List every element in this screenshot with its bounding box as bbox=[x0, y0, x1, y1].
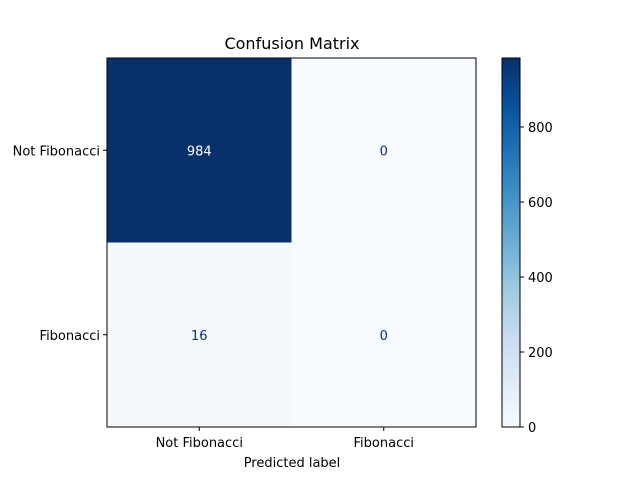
y-axis-ticks: Not Fibonacci Fibonacci bbox=[13, 144, 107, 344]
colorbar-tick-label: 0 bbox=[528, 421, 536, 436]
colorbar-tick-label: 400 bbox=[528, 271, 553, 286]
colorbar-tick-label: 200 bbox=[528, 346, 553, 361]
colorbar-tick-label: 800 bbox=[528, 121, 553, 136]
y-tick-label: Fibonacci bbox=[40, 329, 100, 344]
colorbar bbox=[501, 57, 521, 428]
cell-value-label: 984 bbox=[187, 144, 212, 159]
heatmap-cell-labels: 984 0 16 0 bbox=[187, 144, 388, 344]
cell-value-label: 16 bbox=[191, 329, 208, 344]
cell-value-label: 0 bbox=[380, 329, 388, 344]
x-axis-ticks: Not Fibonacci Fibonacci bbox=[156, 427, 414, 451]
x-tick-label: Not Fibonacci bbox=[156, 436, 243, 451]
heatmap-cell bbox=[291, 242, 476, 427]
colorbar-ticks: 0 200 400 600 800 bbox=[520, 121, 553, 436]
cell-value-label: 0 bbox=[380, 144, 388, 159]
heatmap-cell bbox=[107, 58, 292, 243]
heatmap-cells bbox=[107, 58, 476, 427]
x-axis-label: Predicted label bbox=[244, 456, 341, 471]
heatmap-frame bbox=[106, 57, 477, 428]
y-tick-label: Not Fibonacci bbox=[13, 144, 100, 159]
x-tick-label: Fibonacci bbox=[354, 436, 414, 451]
heatmap-cell bbox=[291, 58, 476, 243]
heatmap-cell bbox=[107, 242, 292, 427]
chart-title: Confusion Matrix bbox=[224, 34, 359, 53]
colorbar-tick-label: 600 bbox=[528, 196, 553, 211]
